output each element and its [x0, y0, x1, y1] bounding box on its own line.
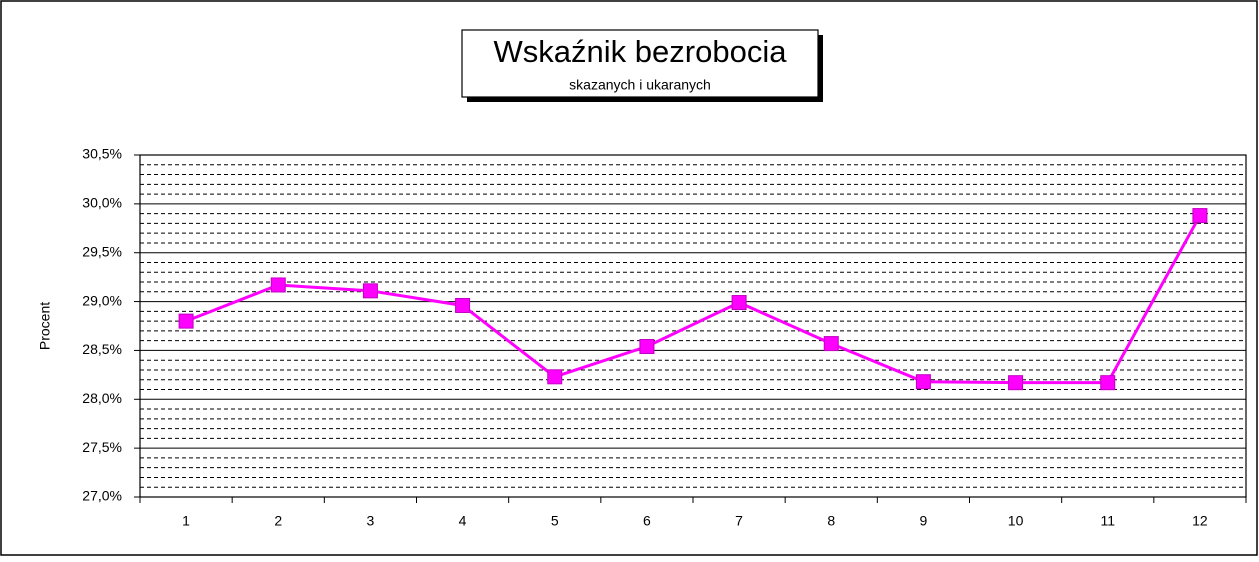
x-tick-label: 9 — [920, 513, 928, 529]
x-tick-label: 1 — [182, 513, 190, 529]
y-tick-label: 28,5% — [82, 341, 122, 357]
title-box — [461, 29, 819, 98]
marker — [639, 339, 655, 355]
chart-title: Wskaźnik bezrobocia — [494, 34, 788, 69]
marker — [1008, 375, 1024, 391]
x-tick-label: 5 — [551, 513, 559, 529]
y-tick-label: 29,0% — [82, 292, 122, 308]
x-tick-label: 8 — [827, 513, 835, 529]
marker — [270, 277, 286, 293]
x-tick-label: 4 — [459, 513, 467, 529]
series-line — [185, 214, 1202, 385]
y-tick-label: 27,5% — [82, 439, 122, 455]
marker — [455, 297, 471, 313]
y-tick-label: 30,5% — [82, 146, 122, 162]
y-tick-label: 27,0% — [82, 488, 122, 504]
marker — [823, 336, 839, 352]
y-axis-label: Procent — [37, 302, 53, 350]
marker — [731, 295, 747, 311]
x-tick-label: 2 — [274, 513, 282, 529]
x-tick-label: 3 — [367, 513, 375, 529]
marker — [547, 369, 563, 385]
marker — [1100, 375, 1116, 391]
x-tick-label: 6 — [643, 513, 651, 529]
y-tick-label: 28,0% — [82, 390, 122, 406]
x-tick-label: 7 — [735, 513, 743, 529]
marker — [915, 374, 931, 390]
x-tick-label: 12 — [1192, 513, 1208, 529]
marker — [178, 313, 194, 329]
marker — [362, 283, 378, 299]
x-tick-label: 11 — [1100, 513, 1115, 529]
marker — [1192, 208, 1208, 224]
chart-subtitle: skazanych i ukaranych — [569, 77, 711, 93]
x-tick-label: 10 — [1008, 513, 1024, 529]
y-tick-label: 30,0% — [82, 195, 122, 211]
y-tick-label: 29,5% — [82, 243, 122, 259]
